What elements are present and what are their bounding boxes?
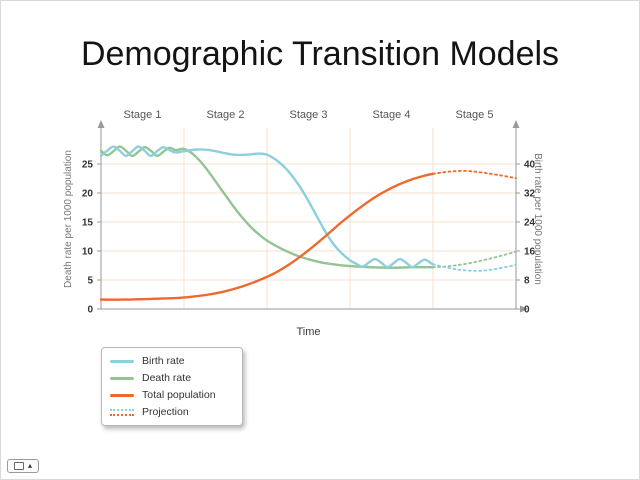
x-axis-title: Time [296, 326, 320, 338]
legend-label: Death rate [142, 372, 192, 384]
birth-rate-line [99, 145, 435, 269]
left-axis-title: Death rate per 1000 population [63, 150, 74, 288]
left-tick-label: 0 [87, 305, 93, 316]
death-rate-projection-line [432, 250, 517, 269]
stage-label: Stage 4 [373, 109, 411, 121]
right-axis-arrow-icon [512, 120, 520, 128]
right-tick-label: 0 [524, 305, 530, 316]
legend-item-total-population: Total population [110, 389, 234, 401]
stage-label: Stage 1 [124, 109, 162, 121]
right-tick-label: 40 [524, 160, 536, 171]
right-tick-label: 24 [524, 218, 536, 229]
slide-title: Demographic Transition Models [80, 35, 560, 73]
legend-item-projection: Projection [110, 406, 234, 418]
right-axis-title: Birth rate per 1000 population [532, 153, 543, 285]
legend-label: Projection [142, 406, 189, 418]
up-arrow-icon: ▴ [27, 461, 32, 470]
chart-legend: Birth rate Death rate Total population P… [101, 347, 243, 426]
total-population-line-icon [110, 393, 134, 397]
x-axis-arrow-icon [520, 305, 528, 313]
left-tick-label: 5 [87, 276, 93, 287]
legend-label: Birth rate [142, 355, 185, 367]
slide-icon [13, 462, 24, 470]
total-population-projection-line [432, 169, 517, 179]
death-rate-line [99, 145, 435, 270]
left-tick-label: 25 [82, 160, 94, 171]
right-tick-label: 8 [524, 276, 530, 287]
left-tick-label: 10 [82, 247, 94, 258]
projection-dotted-lines-icon [110, 408, 134, 416]
birth-rate-projection-line [432, 263, 517, 272]
total-population-line [99, 172, 435, 301]
stage-label: Stage 3 [290, 109, 328, 121]
birth-rate-line-icon [110, 359, 134, 363]
legend-item-death-rate: Death rate [110, 372, 234, 384]
left-tick-label: 20 [82, 189, 94, 200]
right-tick-label: 16 [524, 247, 536, 258]
left-tick-label: 15 [82, 218, 94, 229]
death-rate-line-icon [110, 376, 134, 380]
legend-item-birth-rate: Birth rate [110, 355, 234, 367]
legend-label: Total population [142, 389, 216, 401]
left-axis-arrow-icon [97, 120, 105, 128]
stage-label: Stage 2 [207, 109, 245, 121]
slide-nav-widget[interactable]: ▴ [7, 459, 39, 473]
right-tick-label: 32 [524, 189, 536, 200]
stage-label: Stage 5 [456, 109, 494, 121]
